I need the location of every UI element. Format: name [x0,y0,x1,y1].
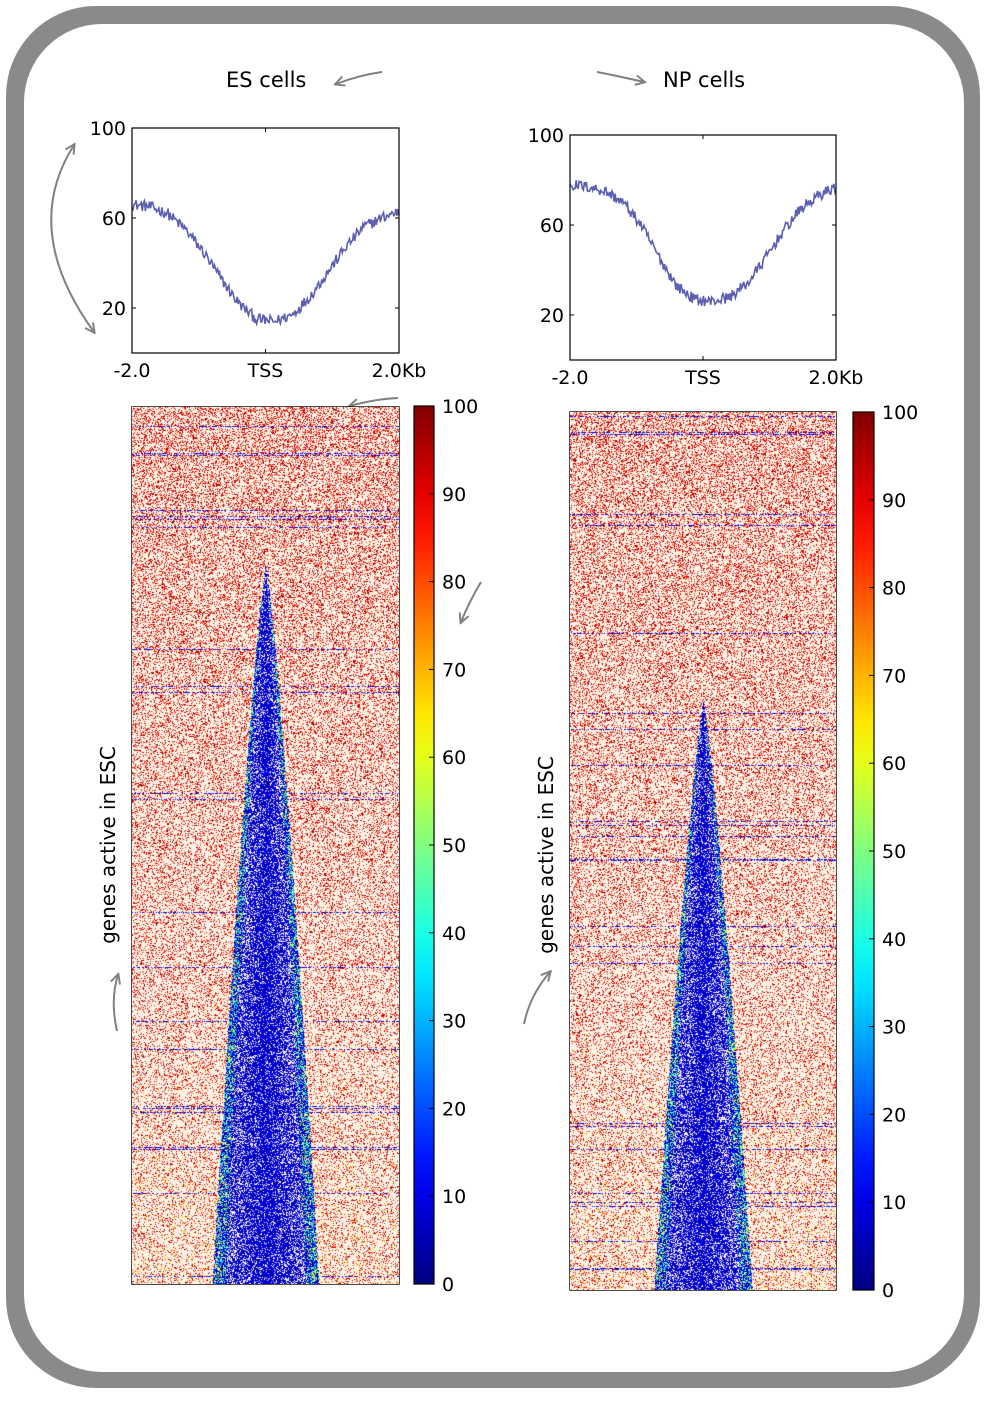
x-tick-label: TSS [684,367,721,389]
curved-arrow-icon [350,397,399,406]
curved-arrow-icon [114,975,118,1032]
y-tick-label: 60 [102,208,126,230]
profile-axes-frame [569,134,837,361]
profile-plot-0: 20 60 100 -2.0 TSS 2.0Kb [90,118,427,382]
colorbar-tick-label: 40 [882,929,906,951]
profile-plot-1: 20 60 100 -2.0 TSS 2.0Kb [528,125,864,389]
x-tick-label: 2.0Kb [809,367,864,389]
colorbar-0: 0 10 20 30 40 50 60 70 80 90 100 [413,396,478,1296]
colorbar-tick-label: 30 [442,1011,466,1033]
colorbar-tick-label: 50 [882,841,906,863]
colorbar-tick-label: 50 [442,835,466,857]
curved-arrow-icon [461,581,482,622]
curved-arrow-icon [596,71,644,82]
y-tick-label: 60 [540,215,564,237]
curved-arrow-icon [523,972,550,1025]
panel-title-es: ES cells [226,68,307,92]
profile-line [569,179,837,307]
colorbar-tick-label: 80 [442,572,466,594]
heatmap-np-cells [570,412,836,1290]
colorbar-tick-label: 60 [882,753,906,775]
x-tick-label: -2.0 [113,360,150,382]
colorbar-tick-label: 70 [442,659,466,681]
profile-line [131,197,400,327]
y-tick-label: 20 [102,298,126,320]
x-tick-label: TSS [247,360,284,382]
heatmap-ylabel: genes active in ESC [96,746,120,944]
colorbar-tick-label: 100 [882,402,918,424]
colorbar-tick-label: 80 [882,578,906,600]
colorbar-tick-label: 0 [442,1274,454,1296]
colorbar-tick-label: 90 [442,484,466,506]
y-tick-label: 100 [90,118,126,140]
heatmap-ylabel: genes active in ESC [534,756,558,954]
x-tick-label: 2.0Kb [372,360,427,382]
heatmap-es-cells [132,407,399,1284]
colorbar-tick-label: 90 [882,490,906,512]
colorbar-tick-label: 0 [882,1280,894,1302]
y-tick-label: 20 [540,305,564,327]
colorbar-tick-label: 30 [882,1017,906,1039]
colorbar-tick-label: 10 [442,1186,466,1208]
x-tick-label: -2.0 [551,367,588,389]
colorbar-tick-label: 100 [442,396,478,418]
y-tick-label: 100 [528,125,564,147]
colorbar-tick-label: 20 [442,1098,466,1120]
colorbar-tick-label: 70 [882,665,906,687]
colorbar-1: 0 10 20 30 40 50 60 70 80 90 100 [852,402,918,1302]
colorbar-tick-label: 10 [882,1192,906,1214]
colorbar-tick-label: 40 [442,923,466,945]
colorbar-tick-label: 20 [882,1104,906,1126]
panel-title-np: NP cells [663,68,746,92]
double-curved-arrow-icon [50,145,94,332]
colorbar-tick-label: 60 [442,747,466,769]
curved-arrow-icon [336,71,383,84]
